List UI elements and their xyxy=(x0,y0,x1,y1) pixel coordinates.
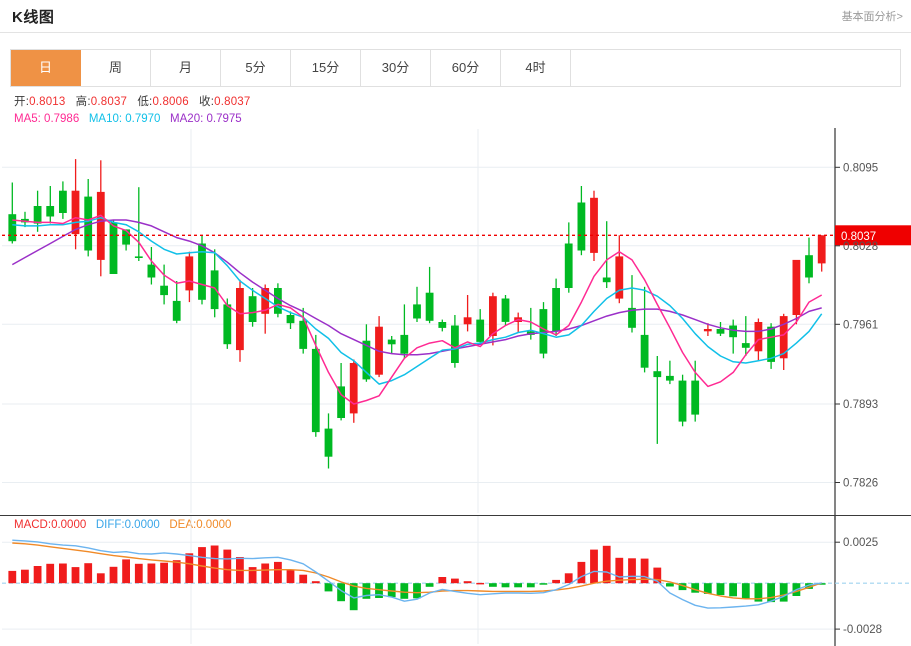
dea-value: 0.0000 xyxy=(196,519,232,531)
ma5-label: MA5: xyxy=(14,113,45,125)
ma20-label: MA20: xyxy=(170,113,207,125)
tab-15min[interactable]: 15分 xyxy=(291,50,361,86)
diff-label: DIFF: xyxy=(95,519,125,531)
open-value: 0.8013 xyxy=(29,96,66,108)
svg-text:0.7893: 0.7893 xyxy=(843,399,878,411)
tab-week[interactable]: 周 xyxy=(81,50,151,86)
tab-day[interactable]: 日 xyxy=(11,50,81,86)
ma20-value: 0.7975 xyxy=(206,113,242,125)
ma10-value: 0.7970 xyxy=(125,113,161,125)
macd-chart-svg[interactable]: 0.0025 -0.0028 xyxy=(0,516,911,646)
macd-legend: MACD:0.0000 DIFF:0.0000 DEA:0.0000 xyxy=(14,519,231,531)
close-value: 0.8037 xyxy=(214,96,251,108)
period-tabbar: 日 周 月 5分 15分 30分 60分 4时 xyxy=(10,49,901,87)
tab-60min[interactable]: 60分 xyxy=(431,50,501,86)
ma-legend: MA5: 0.7986 MA10: 0.7970 MA20: 0.7975 xyxy=(14,113,242,125)
macd-panel[interactable]: MACD:0.0000 DIFF:0.0000 DEA:0.0000 0.002… xyxy=(0,515,911,646)
tab-month[interactable]: 月 xyxy=(151,50,221,86)
dea-label: DEA: xyxy=(169,519,197,531)
high-value: 0.8037 xyxy=(90,96,128,108)
open-label: 开: xyxy=(14,96,30,108)
macd-label: MACD: xyxy=(14,519,52,531)
tabbar-filler xyxy=(571,50,900,86)
page-title: K线图 xyxy=(12,9,55,26)
low-value: 0.8006 xyxy=(152,96,189,108)
svg-text:0.8037: 0.8037 xyxy=(841,231,876,243)
high-label: 高: xyxy=(75,96,91,108)
tab-4hour[interactable]: 4时 xyxy=(501,50,571,86)
svg-text:0.8028: 0.8028 xyxy=(843,241,878,253)
chart-area[interactable]: 开:0.8013 高:0.8037 低:0.8006 收:0.8037 MA5:… xyxy=(0,88,911,646)
svg-text:0.8095: 0.8095 xyxy=(843,162,878,174)
tab-5min[interactable]: 5分 xyxy=(221,50,291,86)
ohlc-legend: 开:0.8013 高:0.8037 低:0.8006 收:0.8037 xyxy=(14,93,251,109)
ma5-value: 0.7986 xyxy=(44,113,80,125)
svg-text:0.7961: 0.7961 xyxy=(843,319,878,331)
ma10-label: MA10: xyxy=(88,113,126,125)
svg-text:0.7826: 0.7826 xyxy=(843,478,878,490)
low-label: 低: xyxy=(137,96,153,108)
diff-value: 0.0000 xyxy=(124,519,160,531)
close-label: 收: xyxy=(199,96,215,108)
svg-text:-0.0028: -0.0028 xyxy=(843,624,882,636)
macd-value: 0.0000 xyxy=(51,519,87,531)
tab-30min[interactable]: 30分 xyxy=(361,50,431,86)
price-chart-svg[interactable]: 0.8037 0.8095 0.8028 0.7961 0.7893 0.7826 xyxy=(0,128,911,560)
fundamental-analysis-link[interactable]: 基本面分析> xyxy=(841,11,903,23)
svg-text:0.0025: 0.0025 xyxy=(843,537,878,549)
page-header: K线图 基本面分析> xyxy=(0,0,911,33)
